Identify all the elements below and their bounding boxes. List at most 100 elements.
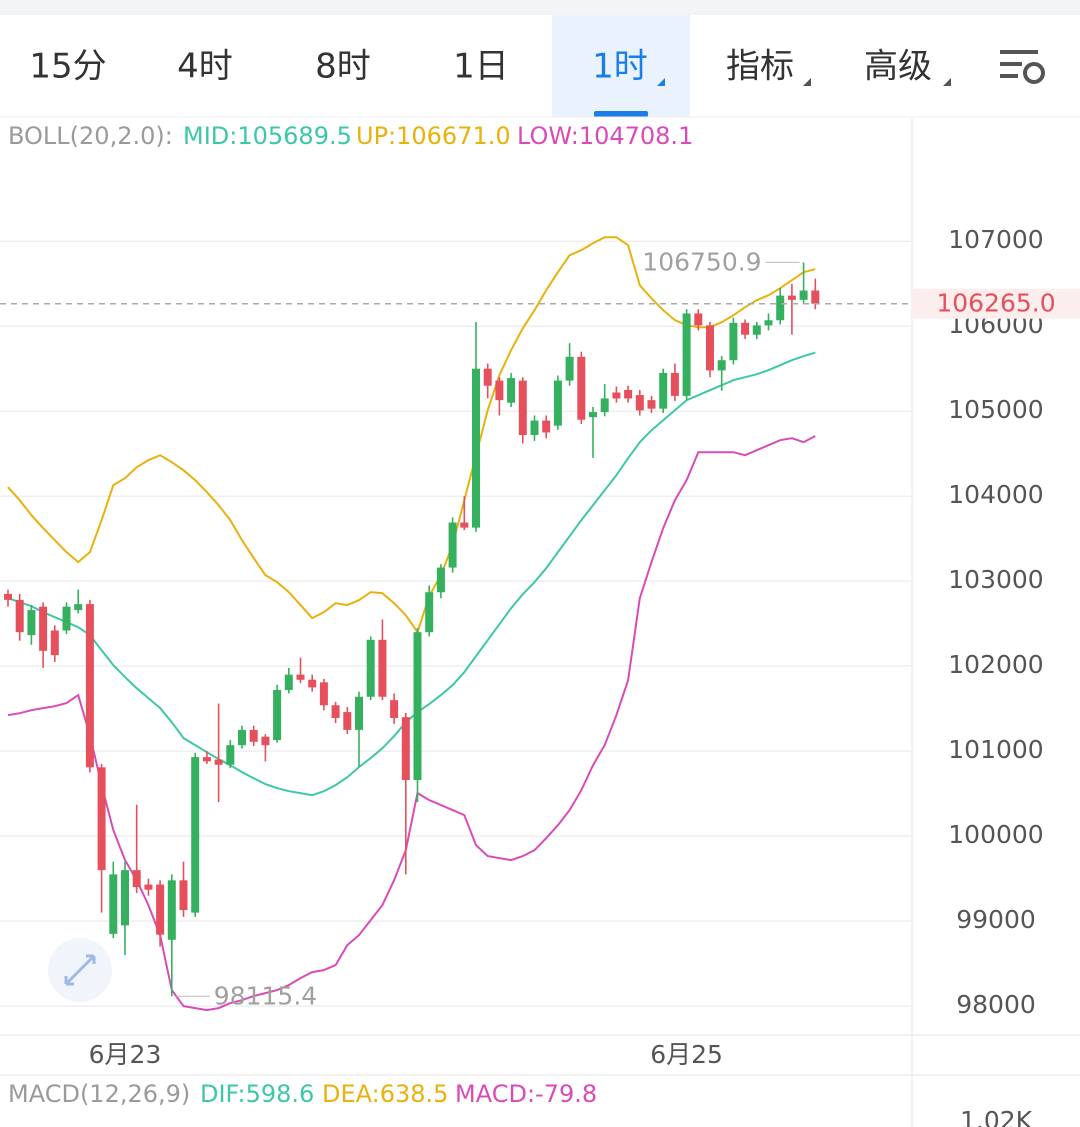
candle-body: [764, 320, 773, 326]
candle-body: [694, 313, 703, 326]
candle-body: [366, 639, 375, 697]
candle-body: [577, 356, 586, 420]
candle-body: [62, 606, 71, 631]
band-line: [7, 351, 816, 797]
candle-body: [495, 380, 504, 401]
candle-body: [273, 689, 282, 741]
settings-icon[interactable]: [1000, 50, 1045, 84]
candle-body: [425, 592, 434, 633]
last-price-label: 106265.0: [936, 289, 1055, 318]
candle-body: [612, 392, 621, 399]
candle-body: [741, 322, 750, 335]
tab[interactable]: 4时: [177, 47, 233, 87]
y-tick-label: 102000: [948, 650, 1043, 679]
tab[interactable]: 8时: [315, 47, 371, 87]
tab[interactable]: 高级: [864, 47, 932, 87]
tab-caret: [657, 78, 665, 86]
candle-body: [472, 368, 480, 528]
candle-body: [167, 880, 176, 940]
last-price-bg: [913, 288, 1080, 319]
candle-body: [284, 674, 293, 690]
macd-value: MACD:-79.8: [455, 1080, 597, 1108]
macd-axis-label: 1.02K: [960, 1106, 1033, 1127]
selected-tab-underline: [594, 111, 648, 117]
candle-body: [296, 674, 305, 680]
candle-body: [50, 630, 59, 656]
x-tick-label: 6月23: [89, 1040, 162, 1069]
candle-body: [436, 567, 445, 593]
candle-body: [682, 313, 691, 396]
candle-body: [507, 378, 516, 403]
tab[interactable]: 指标: [726, 47, 794, 87]
tab[interactable]: 1时: [592, 47, 648, 87]
macd-title: MACD(12,26,9): [8, 1080, 190, 1108]
candle-body: [624, 389, 633, 399]
legend-entry: LOW:104708.1: [517, 122, 693, 150]
candle-body: [261, 736, 270, 746]
candle-body: [343, 712, 352, 730]
candle-body: [799, 290, 808, 300]
candle-body: [179, 880, 188, 911]
candle-body: [355, 696, 363, 730]
candle-body: [378, 639, 387, 697]
candle-body: [530, 420, 539, 435]
top-strip: [0, 0, 1080, 15]
candle-body: [214, 759, 223, 765]
candle-body: [74, 604, 83, 611]
candle-body: [121, 870, 129, 926]
band-line: [7, 236, 816, 635]
expand-button[interactable]: [48, 938, 112, 1002]
y-tick-label: 105000: [948, 395, 1043, 424]
candle-body: [144, 884, 153, 890]
candle-body: [413, 632, 422, 781]
y-tick-label: 104000: [948, 480, 1043, 509]
candle-body: [706, 325, 714, 371]
macd-value: DEA:638.5: [322, 1080, 448, 1108]
y-tick-label: 99000: [956, 905, 1036, 934]
candle-body: [787, 295, 796, 300]
plot: 98000 99000 100000 101000 102000 103000 104000…: [0, 225, 1080, 1069]
candle-body: [132, 870, 141, 888]
y-tick-label: 100000: [948, 820, 1043, 849]
min-label: 98115.4: [214, 981, 317, 1010]
tab[interactable]: 15分: [29, 47, 106, 87]
candle-body: [4, 593, 12, 600]
tab[interactable]: 1日: [453, 47, 509, 87]
candle-body: [308, 679, 317, 688]
y-tick-label: 101000: [948, 735, 1043, 764]
candle-body: [635, 395, 644, 411]
candle-body: [518, 380, 527, 435]
indicator-name: BOLL(20,2.0):: [8, 122, 173, 150]
candle-body: [390, 700, 399, 719]
candle-body: [729, 322, 738, 361]
candle-body: [589, 412, 597, 418]
candle-body: [27, 610, 36, 636]
tab-caret: [943, 78, 951, 86]
candle-body: [39, 606, 48, 651]
candle-body: [659, 372, 668, 409]
candle-body: [776, 295, 785, 321]
y-tick-label: 107000: [948, 225, 1043, 254]
candle-body: [226, 745, 235, 765]
max-label: 106750.9: [642, 247, 761, 276]
macd-value: DIF:598.6: [200, 1080, 314, 1108]
y-tick-label: 98000: [956, 990, 1036, 1019]
legend-entry: UP:106671.0: [356, 122, 511, 150]
candle-body: [460, 522, 469, 528]
candle-body: [202, 757, 211, 762]
candle-body: [238, 729, 246, 746]
tab-bar: 15分 4时 8时 1日 1时 指标 高级: [29, 47, 932, 87]
candle-body: [191, 757, 200, 913]
candle-body: [670, 372, 679, 396]
candle-body: [319, 682, 328, 706]
selected-tab-bg: [552, 15, 690, 117]
candle-body: [331, 705, 340, 719]
tab-caret: [803, 78, 811, 86]
candle-body: [85, 604, 94, 768]
candle-body: [15, 599, 24, 633]
legend-entry: MID:105689.5: [183, 122, 352, 150]
candle-body: [156, 884, 165, 935]
candle-body: [553, 380, 562, 426]
candle-body: [401, 717, 410, 781]
